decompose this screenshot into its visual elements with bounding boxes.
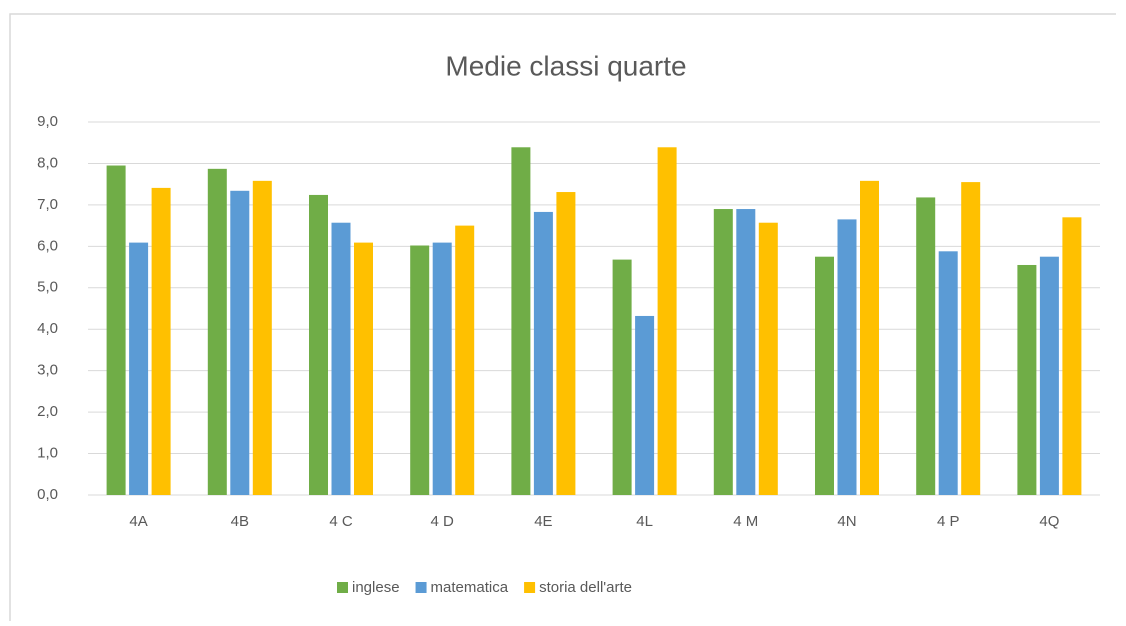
bar xyxy=(758,222,778,495)
y-tick-label: 1,0 xyxy=(37,445,58,462)
bar xyxy=(736,209,756,496)
chart-border xyxy=(9,13,1116,621)
bar xyxy=(207,168,227,496)
bar xyxy=(860,180,879,495)
y-tick-label: 3,0 xyxy=(37,362,58,379)
bar xyxy=(106,165,126,495)
y-tick-label: 2,0 xyxy=(37,403,58,420)
legend-label: matematica xyxy=(431,579,509,596)
bar xyxy=(815,256,834,495)
bar xyxy=(309,194,328,496)
bar xyxy=(354,242,373,495)
bar xyxy=(635,315,655,495)
bar xyxy=(938,251,958,495)
bar xyxy=(1062,217,1082,496)
bar xyxy=(533,211,553,495)
bar xyxy=(455,225,475,495)
bar xyxy=(1039,256,1059,495)
bar xyxy=(331,222,351,495)
bar xyxy=(230,190,250,495)
y-tick-label: 6,0 xyxy=(37,237,58,254)
y-tick-label: 4,0 xyxy=(37,320,58,337)
bar xyxy=(657,147,677,495)
x-tick-label: 4 C xyxy=(329,513,353,530)
bar xyxy=(713,209,733,496)
y-tick-label: 8,0 xyxy=(37,154,58,171)
y-tick-label: 9,0 xyxy=(37,113,58,130)
legend-swatch xyxy=(337,582,348,593)
x-tick-label: 4E xyxy=(534,513,552,530)
bar xyxy=(511,147,531,495)
x-tick-label: 4Q xyxy=(1039,513,1059,530)
bar xyxy=(432,242,452,495)
x-tick-label: 4B xyxy=(231,513,249,530)
bar xyxy=(612,259,632,495)
chart-title: Medie classi quarte xyxy=(445,50,686,81)
bar xyxy=(837,219,857,495)
bar xyxy=(961,182,981,495)
y-tick-label: 5,0 xyxy=(37,279,58,296)
x-tick-label: 4A xyxy=(129,513,147,530)
x-tick-label: 4 M xyxy=(733,513,758,530)
bar xyxy=(129,242,149,495)
bar xyxy=(1017,264,1037,495)
bar xyxy=(410,245,430,495)
legend-label: storia dell'arte xyxy=(539,579,632,596)
x-tick-label: 4L xyxy=(636,513,653,530)
legend-swatch xyxy=(415,582,427,593)
y-tick-label: 7,0 xyxy=(37,196,58,213)
x-tick-label: 4N xyxy=(837,513,856,530)
bar xyxy=(556,192,576,495)
x-tick-label: 4 D xyxy=(431,513,455,530)
y-tick-label: 0,0 xyxy=(37,486,58,503)
bar xyxy=(151,187,171,495)
bar xyxy=(916,197,936,495)
legend-swatch xyxy=(524,582,536,593)
legend-label: inglese xyxy=(352,579,400,596)
x-tick-label: 4 P xyxy=(937,513,960,530)
bar xyxy=(252,180,272,495)
